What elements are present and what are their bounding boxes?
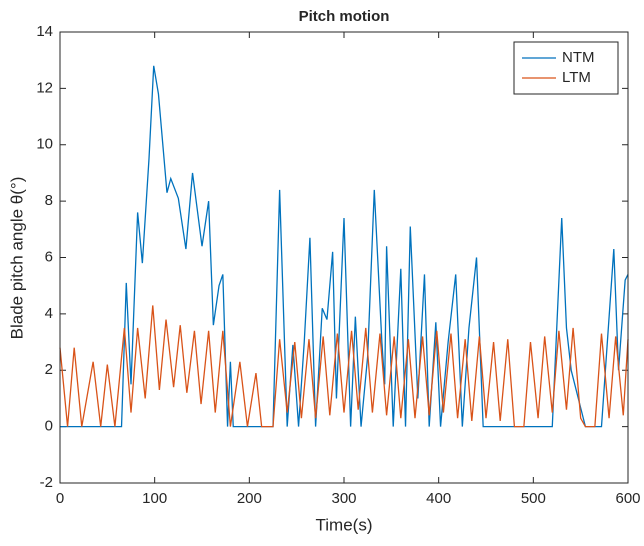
chart-title: Pitch motion <box>299 8 390 25</box>
legend-label: NTM <box>562 49 595 66</box>
series-line <box>59 305 629 428</box>
y-tick-label: 14 <box>36 23 53 40</box>
y-tick-label: -2 <box>40 474 53 491</box>
series-line <box>60 65 629 428</box>
x-tick-label: 100 <box>142 490 167 507</box>
x-tick-label: 600 <box>615 490 640 507</box>
y-tick-label: 0 <box>45 418 53 435</box>
plot-area <box>60 32 628 483</box>
y-tick-label: 10 <box>36 136 53 153</box>
y-tick-label: 6 <box>45 248 53 265</box>
y-tick-label: 4 <box>45 305 53 322</box>
legend-box <box>513 41 619 95</box>
y-tick-label: 2 <box>45 361 53 378</box>
y-tick-label: 8 <box>45 192 53 209</box>
y-tick-label: 12 <box>36 79 53 96</box>
x-tick-label: 200 <box>237 490 262 507</box>
x-tick-label: 400 <box>426 490 451 507</box>
x-tick-label: 0 <box>56 490 64 507</box>
x-axis-label: Time(s) <box>316 515 373 534</box>
x-tick-label: 300 <box>331 490 356 507</box>
x-tick-label: 500 <box>521 490 546 507</box>
axes-box <box>59 31 629 484</box>
y-axis-label: Blade pitch angle θ(°) <box>7 177 26 340</box>
legend-label: LTM <box>562 69 591 86</box>
